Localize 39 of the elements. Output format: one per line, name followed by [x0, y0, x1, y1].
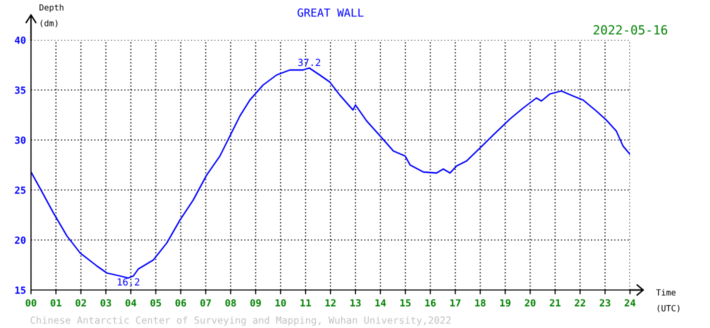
y-tick-label: 35 — [15, 86, 26, 94]
x-tick-label: 07 — [200, 299, 211, 307]
x-tick-label: 17 — [450, 299, 460, 306]
y-tick-label: 20 — [14, 236, 26, 244]
y-tick-label: 15 — [15, 286, 26, 294]
x-tick-label: 20 — [524, 299, 536, 307]
x-tick-label: 14 — [375, 299, 386, 306]
x-tick-label: 02 — [76, 299, 86, 307]
x-tick-label: 23 — [600, 299, 610, 307]
x-tick-label: 00 — [26, 299, 36, 307]
x-tick-label: 05 — [150, 299, 161, 307]
x-tick-label: 06 — [175, 299, 186, 307]
y-tick-label: 40 — [14, 36, 26, 44]
text: Chinese Antarctic Center of Surveying and Mapping, Wuhan University,2022 — [30, 316, 451, 326]
x-tick-label: 24 — [624, 299, 636, 306]
x-tick-label: 08 — [225, 299, 236, 307]
x-axis-title: Time (UTC) — [656, 289, 680, 312]
y-tick-label: 30 — [15, 136, 26, 144]
x-tick-label: 10 — [276, 299, 286, 307]
x-tick-label: 13 — [350, 299, 361, 307]
x-tick-label: 19 — [500, 299, 510, 307]
chart-subtitle: 2022-05-16 — [594, 25, 668, 35]
annotation: 16.2 — [118, 278, 140, 286]
x-tick-label: 11 — [300, 299, 311, 306]
x-tick-label: 04 — [126, 299, 136, 307]
y-axis-title: Depth (dm) — [40, 4, 64, 28]
x-tick-label: 22 — [574, 299, 586, 306]
chart-title: GREAT WALL — [298, 8, 364, 17]
y-tick-label: 25 — [14, 186, 26, 194]
x-tick-label: 21 — [550, 299, 561, 306]
x-tick-label: 15 — [400, 299, 411, 307]
x-tick-label: 18 — [475, 299, 486, 307]
x-tick-label: 09 — [250, 299, 261, 307]
x-tick-label: 12 — [326, 299, 336, 306]
line-series — [31, 67, 630, 279]
annotation: 37.2 — [298, 58, 320, 66]
x-tick-label: 01 — [50, 299, 62, 307]
x-tick-label: 03 — [100, 299, 112, 307]
x-tick-label: 16 — [425, 299, 436, 307]
